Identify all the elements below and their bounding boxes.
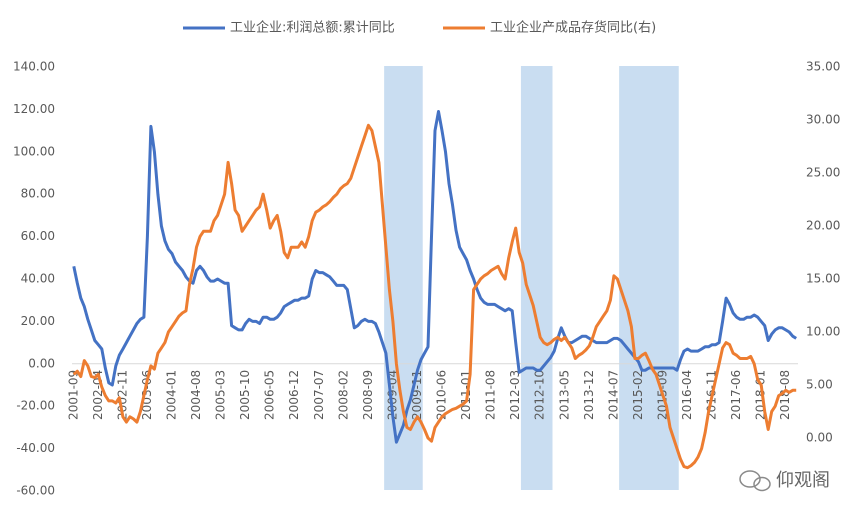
x-tick-label: 2012-10 <box>533 370 547 420</box>
x-tick-label: 2002-11 <box>115 370 129 420</box>
x-tick-label: 2006-05 <box>263 370 277 420</box>
x-tick-label: 2005-03 <box>214 370 228 420</box>
x-tick-label: 2004-01 <box>164 370 178 420</box>
y2-tick-label: 0.00 <box>806 431 833 445</box>
y-tick-label: -20.00 <box>16 399 55 413</box>
x-tick-label: 2016-04 <box>680 370 694 420</box>
x-tick-label: 2013-05 <box>557 370 571 420</box>
x-tick-label: 2015-02 <box>631 370 645 420</box>
legend-label: 工业企业:利润总额:累计同比 <box>230 20 395 36</box>
x-tick-label: 2003-06 <box>140 370 154 420</box>
y-tick-label: 140.00 <box>13 60 55 74</box>
y-tick-label: -60.00 <box>16 484 55 498</box>
y-tick-label: 100.00 <box>13 144 55 158</box>
y-tick-label: -40.00 <box>16 441 55 455</box>
x-tick-label: 2004-08 <box>189 370 203 420</box>
series-line <box>72 123 797 470</box>
y-tick-label: 80.00 <box>21 187 55 201</box>
x-tick-label: 2008-09 <box>361 370 375 420</box>
x-tick-label: 2006-12 <box>287 370 301 420</box>
y2-tick-label: 15.00 <box>806 272 840 286</box>
y2-tick-label: 25.00 <box>806 166 840 180</box>
x-tick-label: 2011-08 <box>484 370 498 420</box>
watermark: 仰观阁 <box>776 470 830 491</box>
x-tick-label: 2007-07 <box>312 370 326 420</box>
x-tick-label: 2005-10 <box>238 370 252 420</box>
y2-tick-label: 10.00 <box>806 325 840 339</box>
x-tick-label: 2018-08 <box>778 370 792 420</box>
x-tick-label: 2012-03 <box>508 370 522 420</box>
y2-tick-label: 35.00 <box>806 60 840 74</box>
x-tick-label: 2008-02 <box>336 370 350 420</box>
y-tick-label: 0.00 <box>28 356 55 370</box>
y2-tick-label: 30.00 <box>806 113 840 127</box>
y-tick-label: 20.00 <box>21 314 55 328</box>
y-tick-label: 60.00 <box>21 229 55 243</box>
watermark-icon <box>739 470 771 492</box>
legend-label: 工业企业产成品存货同比(右) <box>490 20 656 36</box>
x-tick-label: 2014-07 <box>606 370 620 420</box>
y-tick-label: 40.00 <box>21 272 55 286</box>
series-line <box>72 110 797 444</box>
x-tick-label: 2017-06 <box>729 370 743 420</box>
x-tick-label: 2013-12 <box>582 370 596 420</box>
y2-tick-label: 5.00 <box>806 378 833 392</box>
y2-tick-label: 20.00 <box>806 219 840 233</box>
x-tick-label: 2010-06 <box>435 370 449 420</box>
y-tick-label: 120.00 <box>13 102 55 116</box>
x-tick-label: 2001-09 <box>66 370 80 420</box>
